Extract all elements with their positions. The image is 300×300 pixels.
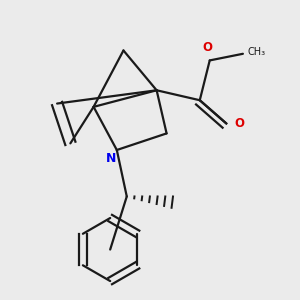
Text: CH₃: CH₃ bbox=[248, 47, 266, 57]
Text: N: N bbox=[106, 152, 116, 165]
Text: O: O bbox=[202, 41, 212, 54]
Text: O: O bbox=[235, 117, 244, 130]
